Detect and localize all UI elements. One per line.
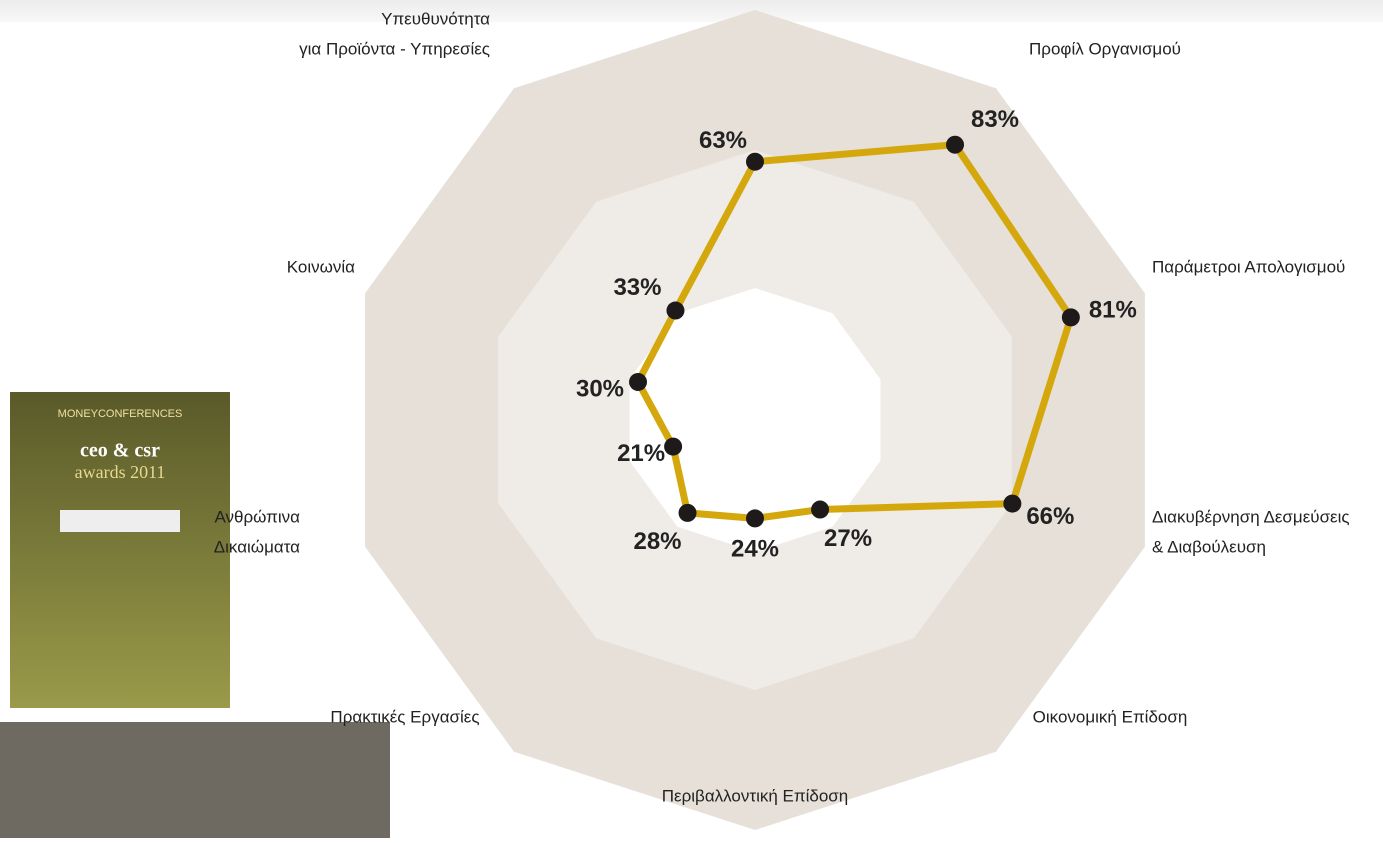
plaque-brand: MONEYCONFERENCES [58,408,183,420]
axis-label: Προφίλ Οργανισμού [1029,39,1181,58]
award-plaque [10,392,230,708]
rings [365,10,1145,830]
axis-label: για Προϊόντα - Υπηρεσίες [299,39,490,58]
axis-label: Ανθρώπινα [214,507,300,526]
value-label: 83% [971,106,1019,133]
plaque-title: ceo & csr [80,440,160,462]
data-point [1061,308,1080,327]
data-point [666,301,685,320]
plaque-subtitle: awards 2011 [75,462,166,482]
axis-label: Οικονομική Επίδοση [1033,707,1188,726]
value-label: 30% [576,375,624,402]
axis-label: Περιβαλλοντική Επίδοση [662,786,849,805]
axis-label: Υπευθυνότητα [381,9,490,28]
data-point [811,500,830,519]
axis-label: Κοινωνία [287,257,355,276]
axis-label: Διακυβέρνηση Δεσμεύσεις [1152,507,1350,526]
data-point [746,509,764,528]
axis-label: & Διαβούλευση [1152,537,1266,556]
photo [0,722,390,838]
value-label: 33% [613,274,661,301]
data-point [678,503,697,522]
value-label: 21% [617,440,665,467]
data-point [629,372,648,391]
value-label: 24% [731,536,779,563]
axis-label: Δικαιώματα [214,537,300,556]
value-label: 63% [699,127,747,154]
value-label: 81% [1089,297,1137,324]
top-band [0,0,1383,22]
ring [629,288,881,552]
data-point [946,135,965,154]
value-label: 28% [633,528,681,555]
axis-label: Πρακτικές Εργασίες [330,707,479,726]
value-label: 27% [824,525,872,552]
value-label: 66% [1026,503,1074,530]
data-point [664,437,683,456]
plaque-logo [60,510,180,532]
data-point [746,152,764,171]
axis-label: Παράμετροι Απολογισμού [1152,257,1345,276]
data-point [1003,494,1022,513]
